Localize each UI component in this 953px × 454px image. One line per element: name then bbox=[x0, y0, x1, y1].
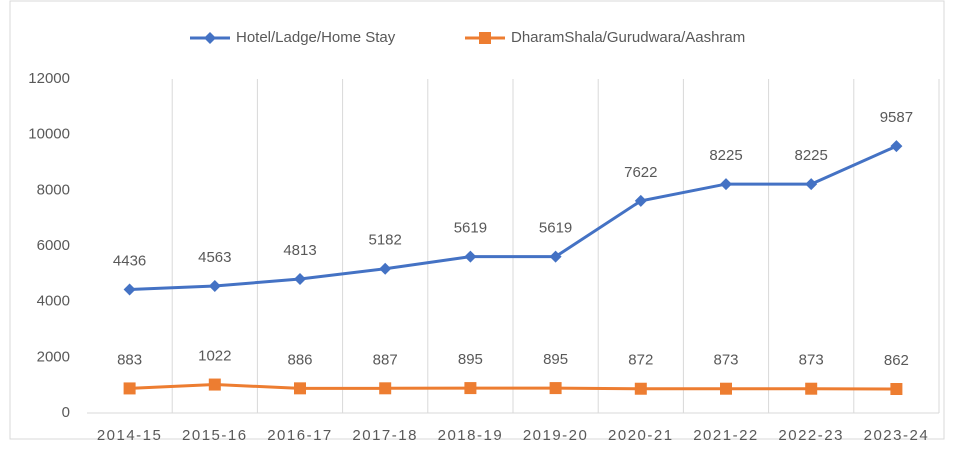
y-tick-label: 8000 bbox=[37, 181, 70, 198]
point bbox=[890, 140, 903, 153]
x-tick-label: 2014-15 bbox=[97, 427, 163, 444]
data-label: 895 bbox=[458, 351, 483, 368]
y-tick-label: 12000 bbox=[28, 70, 70, 87]
y-tick-label: 6000 bbox=[37, 237, 70, 254]
x-tick-label: 2019-20 bbox=[523, 427, 589, 444]
chart-frame bbox=[9, 0, 945, 440]
data-label: 873 bbox=[713, 352, 738, 369]
data-label: 5619 bbox=[454, 220, 487, 237]
x-tick-label: 2022-23 bbox=[778, 427, 844, 444]
point bbox=[123, 283, 136, 296]
series-line bbox=[129, 383, 897, 391]
data-label: 886 bbox=[287, 351, 312, 368]
data-label: 887 bbox=[373, 351, 398, 368]
data-label: 4563 bbox=[198, 249, 231, 266]
series-line bbox=[129, 144, 898, 292]
data-label: 9587 bbox=[880, 109, 913, 126]
point bbox=[123, 382, 136, 395]
legend-label: Hotel/Ladge/Home Stay bbox=[236, 29, 396, 46]
data-label: 872 bbox=[628, 352, 653, 369]
x-tick-label: 2021-22 bbox=[693, 427, 759, 444]
x-tick-label: 2017-18 bbox=[352, 427, 418, 444]
y-tick-label: 10000 bbox=[28, 126, 70, 143]
point bbox=[479, 32, 491, 44]
point bbox=[379, 382, 392, 395]
legend-label: DharamShala/Gurudwara/Aashram bbox=[511, 29, 745, 46]
data-label: 1022 bbox=[198, 348, 231, 365]
data-label: 4436 bbox=[113, 253, 146, 270]
data-label: 7622 bbox=[624, 164, 657, 181]
point bbox=[549, 250, 562, 263]
data-label: 862 bbox=[884, 352, 909, 369]
data-label: 873 bbox=[799, 352, 824, 369]
data-label: 4813 bbox=[283, 242, 316, 259]
point bbox=[294, 382, 306, 395]
data-label: 5182 bbox=[369, 232, 402, 249]
y-tick-label: 4000 bbox=[37, 293, 70, 310]
point bbox=[208, 378, 221, 391]
data-label: 5619 bbox=[539, 220, 572, 237]
point bbox=[720, 382, 732, 395]
x-tick-label: 2020-21 bbox=[608, 427, 674, 444]
point bbox=[805, 382, 818, 395]
x-tick-label: 2023-24 bbox=[864, 427, 930, 444]
data-label: 883 bbox=[117, 351, 142, 368]
x-tick-label: 2015-16 bbox=[182, 427, 248, 444]
point bbox=[204, 32, 216, 44]
point bbox=[379, 262, 392, 275]
point bbox=[464, 382, 477, 395]
y-tick-label: 0 bbox=[62, 404, 70, 421]
point bbox=[720, 178, 732, 191]
data-label: 8225 bbox=[709, 147, 742, 164]
x-tick-label: 2016-17 bbox=[267, 427, 333, 444]
data-label: 895 bbox=[543, 351, 568, 368]
x-tick-label: 2018-19 bbox=[438, 427, 504, 444]
point bbox=[890, 383, 903, 396]
point bbox=[805, 178, 818, 191]
point bbox=[208, 279, 221, 292]
data-label: 8225 bbox=[795, 147, 828, 164]
point bbox=[294, 273, 306, 286]
point bbox=[464, 250, 477, 263]
y-tick-label: 2000 bbox=[37, 348, 70, 365]
point bbox=[634, 194, 647, 207]
point bbox=[549, 382, 562, 395]
point bbox=[634, 382, 647, 395]
